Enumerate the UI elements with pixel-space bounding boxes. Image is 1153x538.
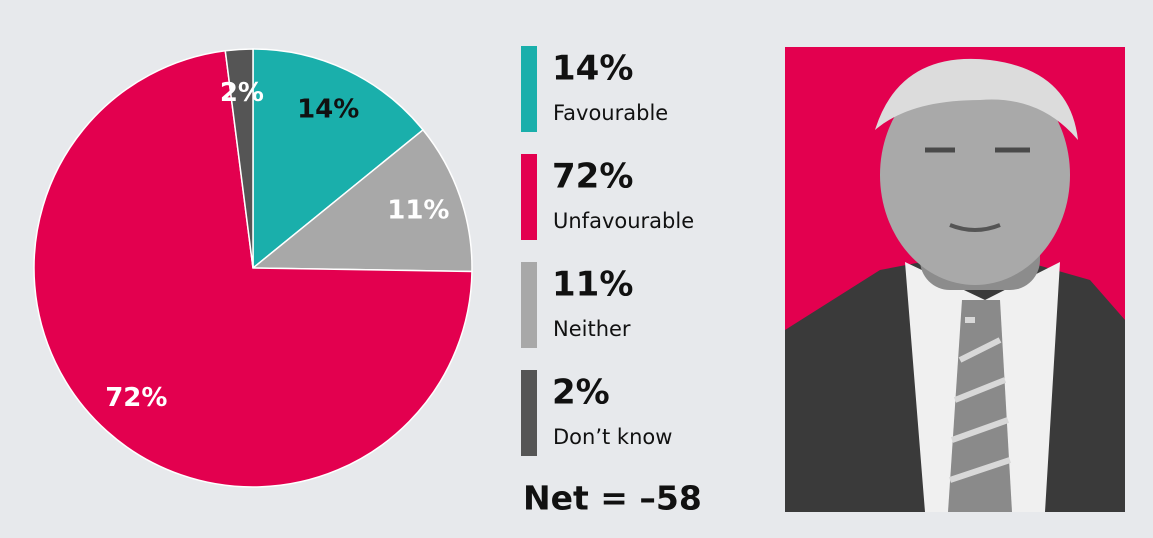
legend-label: Neither (553, 317, 631, 341)
pie-slice (224, 48, 254, 269)
pie-slice (250, 128, 473, 273)
photo (785, 47, 1125, 512)
net-annotation: Net = –58 (523, 479, 702, 518)
pie-slice (33, 49, 473, 488)
legend-swatch (521, 46, 537, 132)
pie-slice (252, 48, 425, 270)
legend-swatch (521, 370, 537, 456)
slice-label: 2% (220, 78, 264, 108)
legend-swatch (521, 262, 537, 348)
legend-value: 2% (552, 373, 610, 413)
slice-label: 11% (387, 195, 449, 225)
legend-value: 11% (552, 265, 633, 305)
slice-label: 72% (105, 383, 167, 413)
legend-label: Favourable (553, 101, 668, 125)
legend-value: 72% (552, 157, 633, 197)
slice-label: 14% (297, 94, 359, 124)
legend-label: Don’t know (553, 425, 672, 449)
legend-value: 14% (552, 49, 633, 89)
legend-swatch (521, 154, 537, 240)
legend-label: Unfavourable (553, 209, 694, 233)
